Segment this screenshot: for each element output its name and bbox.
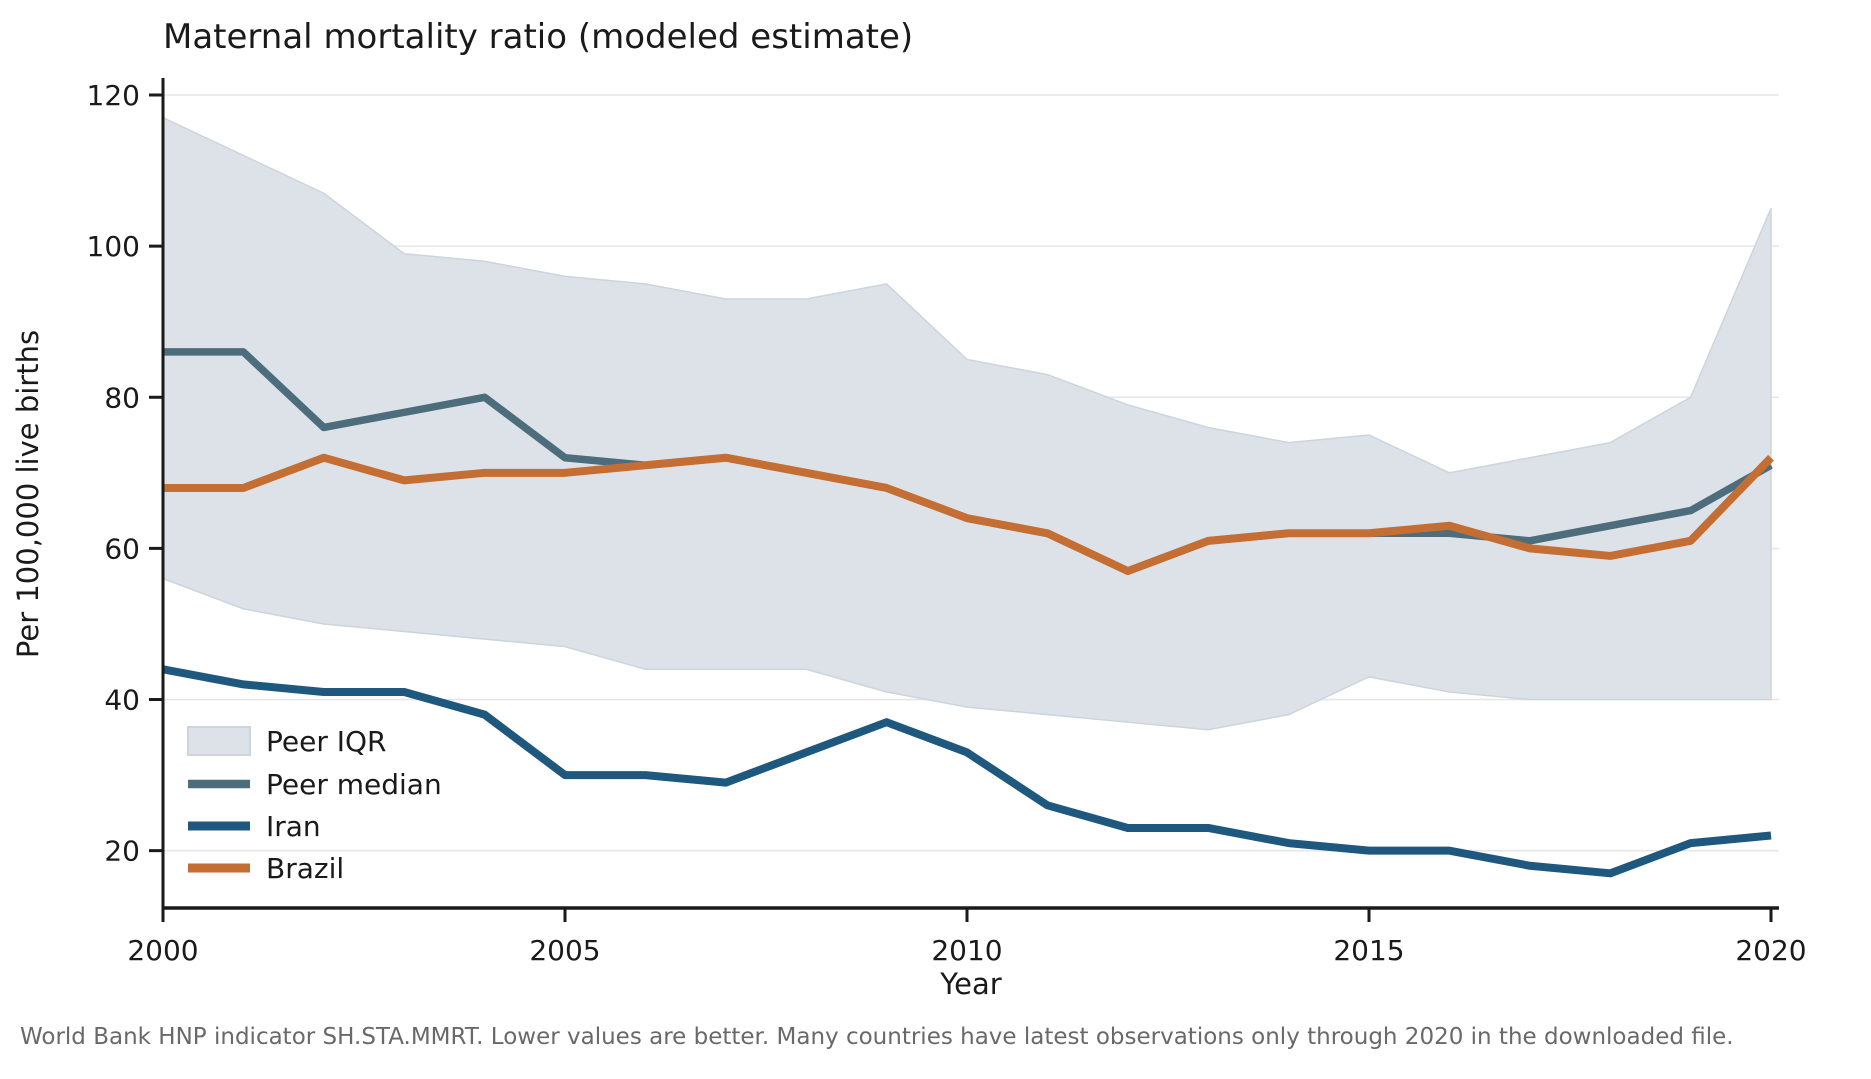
y-tick-label-20: 20 [104, 835, 140, 868]
legend-label-peer-iqr: Peer IQR [266, 725, 387, 758]
x-axis-title: Year [939, 967, 1001, 1001]
legend-swatch-peer-iqr [187, 726, 251, 756]
legend-label-brazil: Brazil [266, 852, 344, 885]
axes [149, 78, 1779, 922]
legend-label-iran: Iran [266, 810, 321, 843]
y-tick-label-60: 60 [104, 532, 140, 565]
x-tick-label-2005: 2005 [529, 934, 600, 967]
peer-iqr-area [162, 116, 1772, 731]
x-tick-label-2020: 2020 [1735, 934, 1806, 967]
y-tick-label-80: 80 [104, 381, 140, 414]
y-axis-title: Per 100,000 live births [11, 330, 45, 658]
y-tick-label-40: 40 [104, 684, 140, 717]
line-brazil [163, 453, 1774, 576]
data-series [162, 348, 1774, 878]
tick-labels: 20 40 60 80 100 120 2000 2005 2010 2015 2020 [87, 79, 1807, 967]
line-iran [162, 665, 1772, 878]
y-tick-label-120: 120 [87, 79, 140, 112]
peer-iqr-band [162, 116, 1772, 731]
legend-label-peer-median: Peer median [266, 768, 442, 801]
footnote: World Bank HNP indicator SH.STA.MMRT. Lo… [20, 1024, 1734, 1050]
x-tick-label-2010: 2010 [931, 934, 1002, 967]
x-tick-label-2000: 2000 [127, 934, 198, 967]
legend: Peer IQR Peer median Iran Brazil [187, 725, 442, 885]
chart-title: Maternal mortality ratio (modeled estima… [163, 17, 913, 57]
y-tick-label-100: 100 [87, 230, 140, 263]
x-tick-label-2015: 2015 [1333, 934, 1404, 967]
